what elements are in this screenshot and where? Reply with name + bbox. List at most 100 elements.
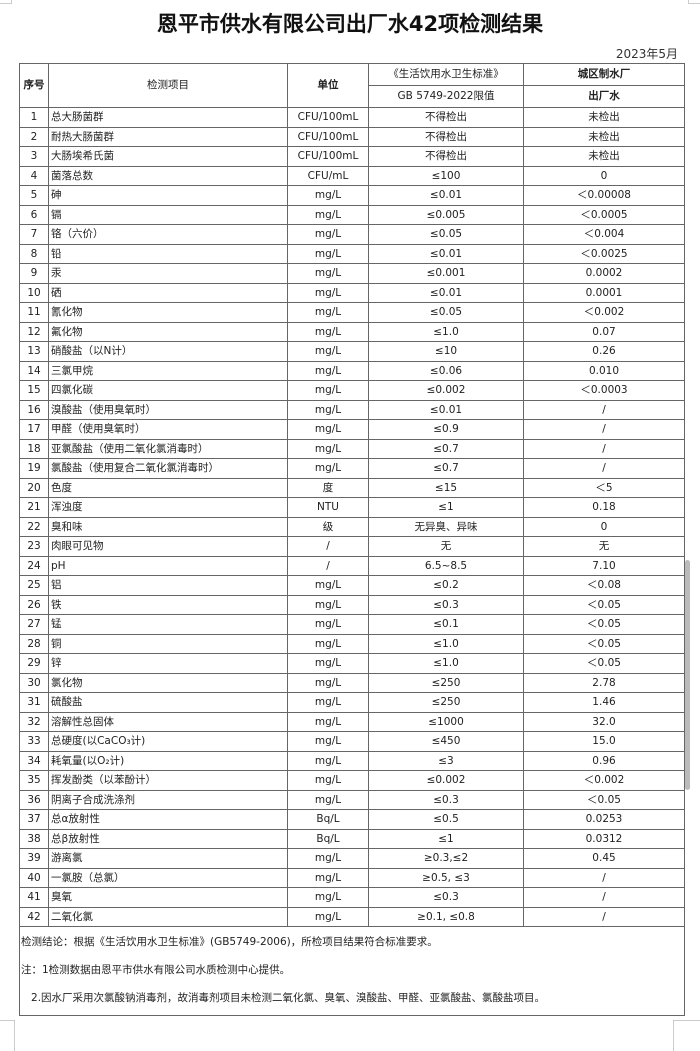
row-item: 氟化物 <box>48 321 288 342</box>
row-standard: ≤15 <box>368 477 524 498</box>
row-standard: ≤0.05 <box>368 224 524 245</box>
row-unit: mg/L <box>287 594 369 615</box>
row-result: 0.0312 <box>523 828 685 849</box>
row-standard: 无 <box>368 536 524 557</box>
row-no: 2 <box>19 126 49 147</box>
row-item: 亚氯酸盐（使用二氧化氯消毒时） <box>48 438 288 459</box>
row-unit: mg/L <box>287 204 369 225</box>
table-row: 25 铝 mg/L ≤0.2 ＜0.08 <box>19 575 685 596</box>
row-no: 17 <box>19 419 49 440</box>
row-no: 5 <box>19 185 49 206</box>
row-unit: mg/L <box>287 282 369 303</box>
row-standard: ≥0.1, ≤0.8 <box>368 906 524 927</box>
row-unit: 度 <box>287 477 369 498</box>
row-result: ＜0.0005 <box>523 204 685 225</box>
row-result: ＜0.05 <box>523 594 685 615</box>
row-result: ＜0.05 <box>523 633 685 654</box>
row-no: 7 <box>19 224 49 245</box>
row-item: 锌 <box>48 653 288 674</box>
row-item: pH <box>48 555 288 576</box>
table-row: 18 亚氯酸盐（使用二氧化氯消毒时） mg/L ≤0.7/ <box>19 438 685 459</box>
table-row: 24 pH/6.5~8.5 7.10 <box>19 555 685 576</box>
row-result: 未检出 <box>523 146 685 167</box>
row-result: ＜0.0003 <box>523 380 685 401</box>
table-row: 17 甲醛（使用臭氧时） mg/L ≤0.9/ <box>19 419 685 440</box>
table-row: 34 耗氧量(以O₂计) mg/L ≤3 0.96 <box>19 750 685 771</box>
row-item: 浑浊度 <box>48 497 288 518</box>
row-result: ＜0.004 <box>523 224 685 245</box>
row-item: 甲醛（使用臭氧时） <box>48 419 288 440</box>
row-standard: ≤1 <box>368 497 524 518</box>
row-standard: ≤1 <box>368 828 524 849</box>
header-row-1: 序号 检测项目 单位 《生活饮用水卫生标准》 城区制水厂 <box>19 63 685 108</box>
row-no: 25 <box>19 575 49 596</box>
table-row: 38 总β放射性 Bq/L ≤1 0.0312 <box>19 828 685 849</box>
row-item: 氰化物 <box>48 302 288 323</box>
table-row: 7 铬（六价） mg/L ≤0.05 ＜0.004 <box>19 224 685 245</box>
table-row: 39 游离氯 mg/L ≥0.3,≤2 0.45 <box>19 848 685 869</box>
col-header-no: 序号 <box>19 63 49 108</box>
row-no: 4 <box>19 165 49 186</box>
row-unit: mg/L <box>287 770 369 791</box>
row-unit: Bq/L <box>287 828 369 849</box>
table-row: 16 溴酸盐（使用臭氧时） mg/L ≤0.01/ <box>19 399 685 420</box>
row-no: 32 <box>19 711 49 732</box>
row-item: 耗氧量(以O₂计) <box>48 750 288 771</box>
row-item: 铝 <box>48 575 288 596</box>
row-no: 26 <box>19 594 49 615</box>
row-no: 36 <box>19 789 49 810</box>
row-item: 总大肠菌群 <box>48 107 288 128</box>
table-row: 19 氯酸盐（使用复合二氧化氯消毒时） mg/L ≤0.7/ <box>19 458 685 479</box>
row-unit: CFU/mL <box>287 165 369 186</box>
row-item: 二氧化氯 <box>48 906 288 927</box>
row-standard: ≤0.01 <box>368 185 524 206</box>
row-result: / <box>523 458 685 479</box>
row-standard: ≤0.01 <box>368 282 524 303</box>
row-unit: mg/L <box>287 380 369 401</box>
row-standard: 不得检出 <box>368 126 524 147</box>
row-no: 33 <box>19 731 49 752</box>
row-result: 15.0 <box>523 731 685 752</box>
row-result: / <box>523 887 685 908</box>
row-item: 游离氯 <box>48 848 288 869</box>
row-standard: 6.5~8.5 <box>368 555 524 576</box>
row-result: ＜0.002 <box>523 770 685 791</box>
row-unit: CFU/100mL <box>287 126 369 147</box>
row-standard: ≤0.06 <box>368 360 524 381</box>
row-result: ＜0.00008 <box>523 185 685 206</box>
row-item: 砷 <box>48 185 288 206</box>
col-header-item: 检测项目 <box>48 63 288 108</box>
row-unit: mg/L <box>287 789 369 810</box>
row-standard: ≤0.005 <box>368 204 524 225</box>
row-standard: ≤0.01 <box>368 243 524 264</box>
row-no: 1 <box>19 107 49 128</box>
row-no: 35 <box>19 770 49 791</box>
row-no: 18 <box>19 438 49 459</box>
row-item: 色度 <box>48 477 288 498</box>
row-result: / <box>523 399 685 420</box>
row-no: 20 <box>19 477 49 498</box>
row-result: ＜0.05 <box>523 789 685 810</box>
row-item: 铁 <box>48 594 288 615</box>
row-unit: mg/L <box>287 419 369 440</box>
row-unit: mg/L <box>287 848 369 869</box>
row-result: ＜0.05 <box>523 653 685 674</box>
row-standard: ≤0.001 <box>368 263 524 284</box>
row-no: 14 <box>19 360 49 381</box>
table-row: 4 菌落总数 CFU/mL ≤100 0 <box>19 165 685 186</box>
row-no: 30 <box>19 672 49 693</box>
row-item: 氯化物 <box>48 672 288 693</box>
row-result: 未检出 <box>523 126 685 147</box>
table-row: 37 总α放射性 Bq/L ≤0.5 0.0253 <box>19 809 685 830</box>
row-result: 0.45 <box>523 848 685 869</box>
row-result: 0.010 <box>523 360 685 381</box>
table-row: 2 耐热大肠菌群 CFU/100mL 不得检出 未检出 <box>19 126 685 147</box>
row-unit: mg/L <box>287 263 369 284</box>
row-unit: CFU/100mL <box>287 146 369 167</box>
row-no: 19 <box>19 458 49 479</box>
row-result: 1.46 <box>523 692 685 713</box>
row-result: 0.07 <box>523 321 685 342</box>
table-row: 3 大肠埃希氏菌 CFU/100mL 不得检出 未检出 <box>19 146 685 167</box>
row-unit: mg/L <box>287 750 369 771</box>
vertical-scrollbar[interactable] <box>685 560 690 790</box>
